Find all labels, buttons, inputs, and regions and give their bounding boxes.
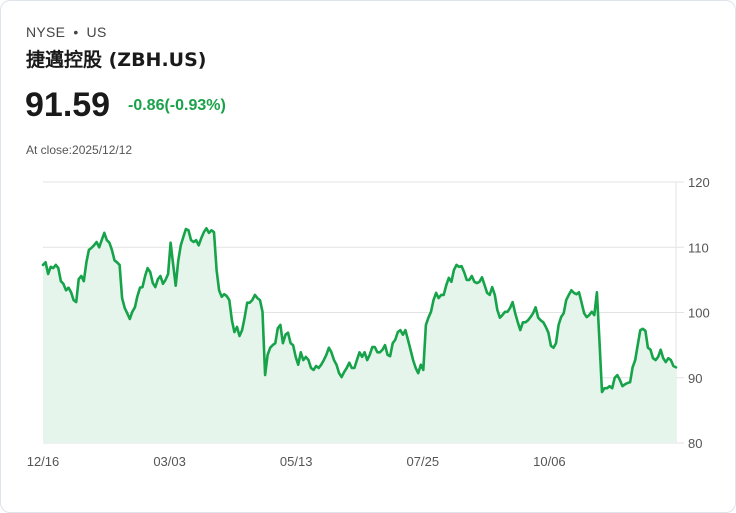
x-tick-label: 12/16 (27, 454, 60, 469)
x-tick-label: 03/03 (153, 454, 186, 469)
x-tick-label: 07/25 (407, 454, 440, 469)
x-tick-label: 05/13 (280, 454, 313, 469)
close-date: At close:2025/12/12 (26, 143, 133, 157)
price-area-fill (43, 228, 676, 443)
y-tick-label: 90 (688, 371, 702, 386)
market-name: US (86, 24, 107, 40)
separator-dot: • (73, 24, 79, 40)
price-change: -0.86(-0.93%) (128, 97, 226, 114)
exchange-name: NYSE (26, 24, 66, 40)
y-tick-label: 100 (688, 306, 710, 321)
y-tick-label: 80 (688, 436, 702, 451)
current-price: 91.59 (25, 86, 111, 124)
stock-title: 捷邁控股 (ZBH.US) (26, 49, 207, 71)
y-tick-label: 120 (688, 175, 710, 190)
exchange-line: NYSE • US (26, 24, 107, 40)
price-line (41, 227, 678, 394)
y-tick-label: 110 (688, 240, 709, 255)
x-tick-label: 10/06 (533, 454, 566, 469)
